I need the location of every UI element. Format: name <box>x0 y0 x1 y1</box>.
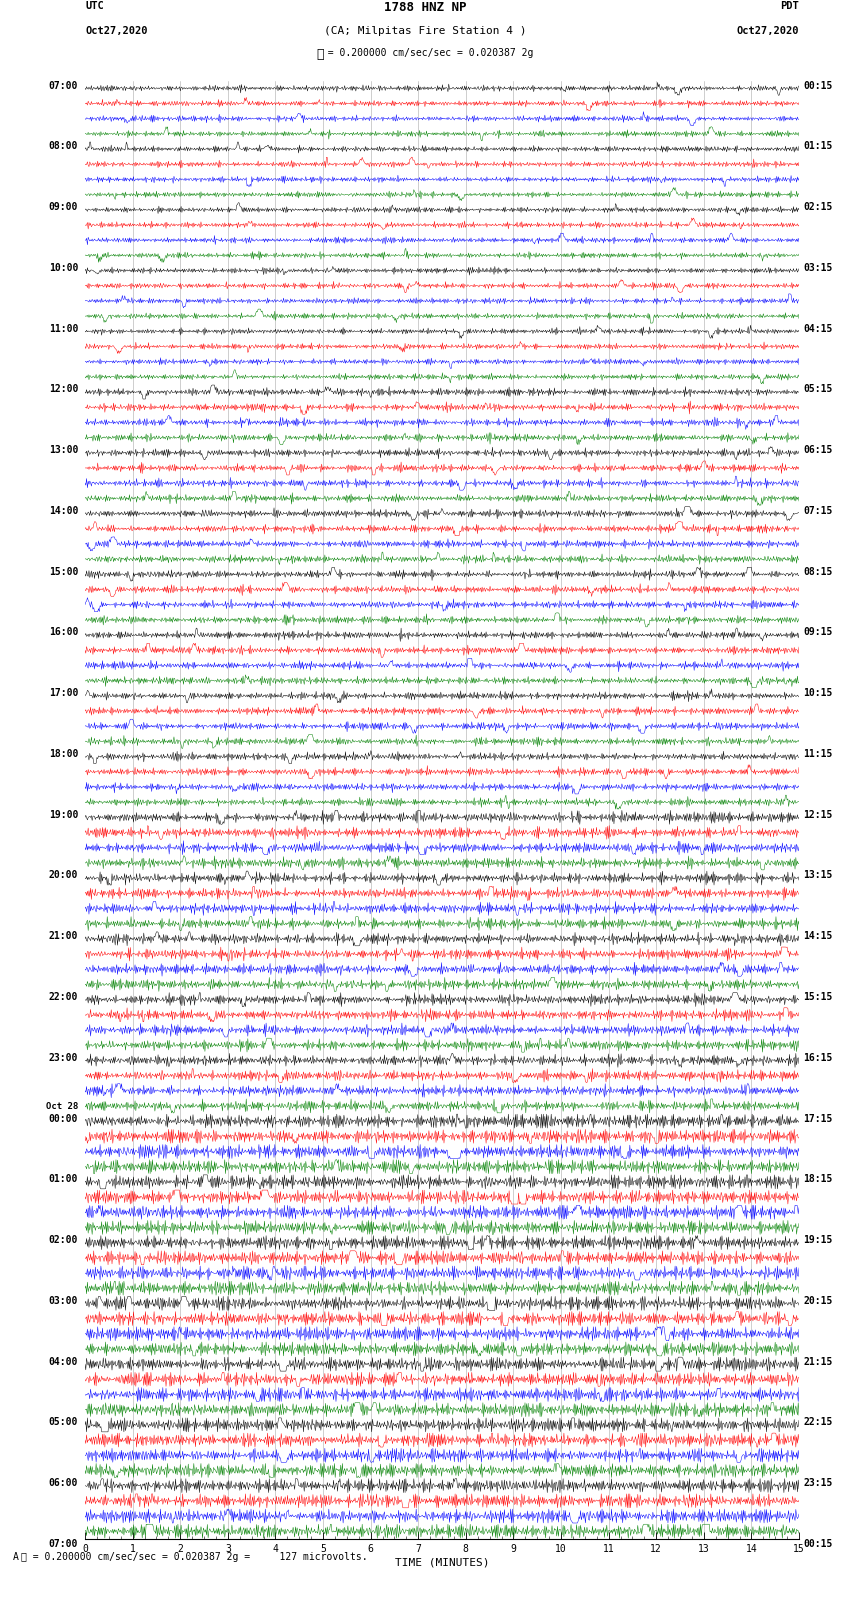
Text: ⎸ = 0.200000 cm/sec/sec = 0.020387 2g =     127 microvolts.: ⎸ = 0.200000 cm/sec/sec = 0.020387 2g = … <box>21 1552 368 1561</box>
Text: 18:00: 18:00 <box>48 748 78 760</box>
Text: 15:00: 15:00 <box>48 566 78 577</box>
Text: 00:15: 00:15 <box>803 81 832 90</box>
Text: 12:00: 12:00 <box>48 384 78 395</box>
Text: 04:15: 04:15 <box>803 324 832 334</box>
Text: 05:15: 05:15 <box>803 384 832 395</box>
Text: Oct27,2020: Oct27,2020 <box>85 26 148 35</box>
Text: 01:00: 01:00 <box>48 1174 78 1184</box>
Text: 01:15: 01:15 <box>803 142 832 152</box>
Text: 21:15: 21:15 <box>803 1357 832 1366</box>
Text: 11:00: 11:00 <box>48 324 78 334</box>
Text: 10:15: 10:15 <box>803 689 832 698</box>
Text: 06:00: 06:00 <box>48 1478 78 1489</box>
Text: 00:15: 00:15 <box>803 1539 832 1548</box>
Text: 04:00: 04:00 <box>48 1357 78 1366</box>
Text: 19:15: 19:15 <box>803 1236 832 1245</box>
Text: Oct27,2020: Oct27,2020 <box>736 26 799 35</box>
Text: 03:00: 03:00 <box>48 1295 78 1307</box>
Text: 20:15: 20:15 <box>803 1295 832 1307</box>
Text: 13:00: 13:00 <box>48 445 78 455</box>
Text: 09:15: 09:15 <box>803 627 832 637</box>
Text: 23:00: 23:00 <box>48 1053 78 1063</box>
Text: (CA; Milpitas Fire Station 4 ): (CA; Milpitas Fire Station 4 ) <box>324 26 526 35</box>
Text: 07:00: 07:00 <box>48 81 78 90</box>
Text: PDT: PDT <box>780 0 799 11</box>
Text: 22:00: 22:00 <box>48 992 78 1002</box>
Text: 02:00: 02:00 <box>48 1236 78 1245</box>
Text: = 0.200000 cm/sec/sec = 0.020387 2g: = 0.200000 cm/sec/sec = 0.020387 2g <box>316 48 534 58</box>
Text: A: A <box>13 1552 19 1561</box>
Text: 12:15: 12:15 <box>803 810 832 819</box>
Text: 21:00: 21:00 <box>48 931 78 942</box>
Text: 05:00: 05:00 <box>48 1418 78 1428</box>
Text: 18:15: 18:15 <box>803 1174 832 1184</box>
Text: 13:15: 13:15 <box>803 871 832 881</box>
Text: 09:00: 09:00 <box>48 202 78 213</box>
Text: Oct 28: Oct 28 <box>46 1102 78 1111</box>
Text: 00:00: 00:00 <box>48 1113 78 1124</box>
Text: 14:15: 14:15 <box>803 931 832 942</box>
Text: 10:00: 10:00 <box>48 263 78 273</box>
Text: 20:00: 20:00 <box>48 871 78 881</box>
Text: 11:15: 11:15 <box>803 748 832 760</box>
Text: 16:15: 16:15 <box>803 1053 832 1063</box>
Text: 19:00: 19:00 <box>48 810 78 819</box>
Text: 02:15: 02:15 <box>803 202 832 213</box>
Text: 17:15: 17:15 <box>803 1113 832 1124</box>
Text: UTC: UTC <box>85 0 104 11</box>
Text: 22:15: 22:15 <box>803 1418 832 1428</box>
Text: 08:00: 08:00 <box>48 142 78 152</box>
Text: 03:15: 03:15 <box>803 263 832 273</box>
Text: 08:15: 08:15 <box>803 566 832 577</box>
Text: 17:00: 17:00 <box>48 689 78 698</box>
Text: 06:15: 06:15 <box>803 445 832 455</box>
Text: 16:00: 16:00 <box>48 627 78 637</box>
Text: 15:15: 15:15 <box>803 992 832 1002</box>
Text: 14:00: 14:00 <box>48 506 78 516</box>
Text: ⎸: ⎸ <box>317 47 324 61</box>
Text: 1788 HNZ NP: 1788 HNZ NP <box>383 0 467 15</box>
Text: 07:00: 07:00 <box>48 1539 78 1548</box>
Text: 23:15: 23:15 <box>803 1478 832 1489</box>
X-axis label: TIME (MINUTES): TIME (MINUTES) <box>394 1558 490 1568</box>
Text: 07:15: 07:15 <box>803 506 832 516</box>
